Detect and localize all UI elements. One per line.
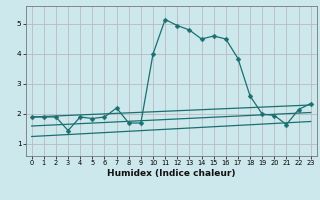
X-axis label: Humidex (Indice chaleur): Humidex (Indice chaleur) (107, 169, 236, 178)
